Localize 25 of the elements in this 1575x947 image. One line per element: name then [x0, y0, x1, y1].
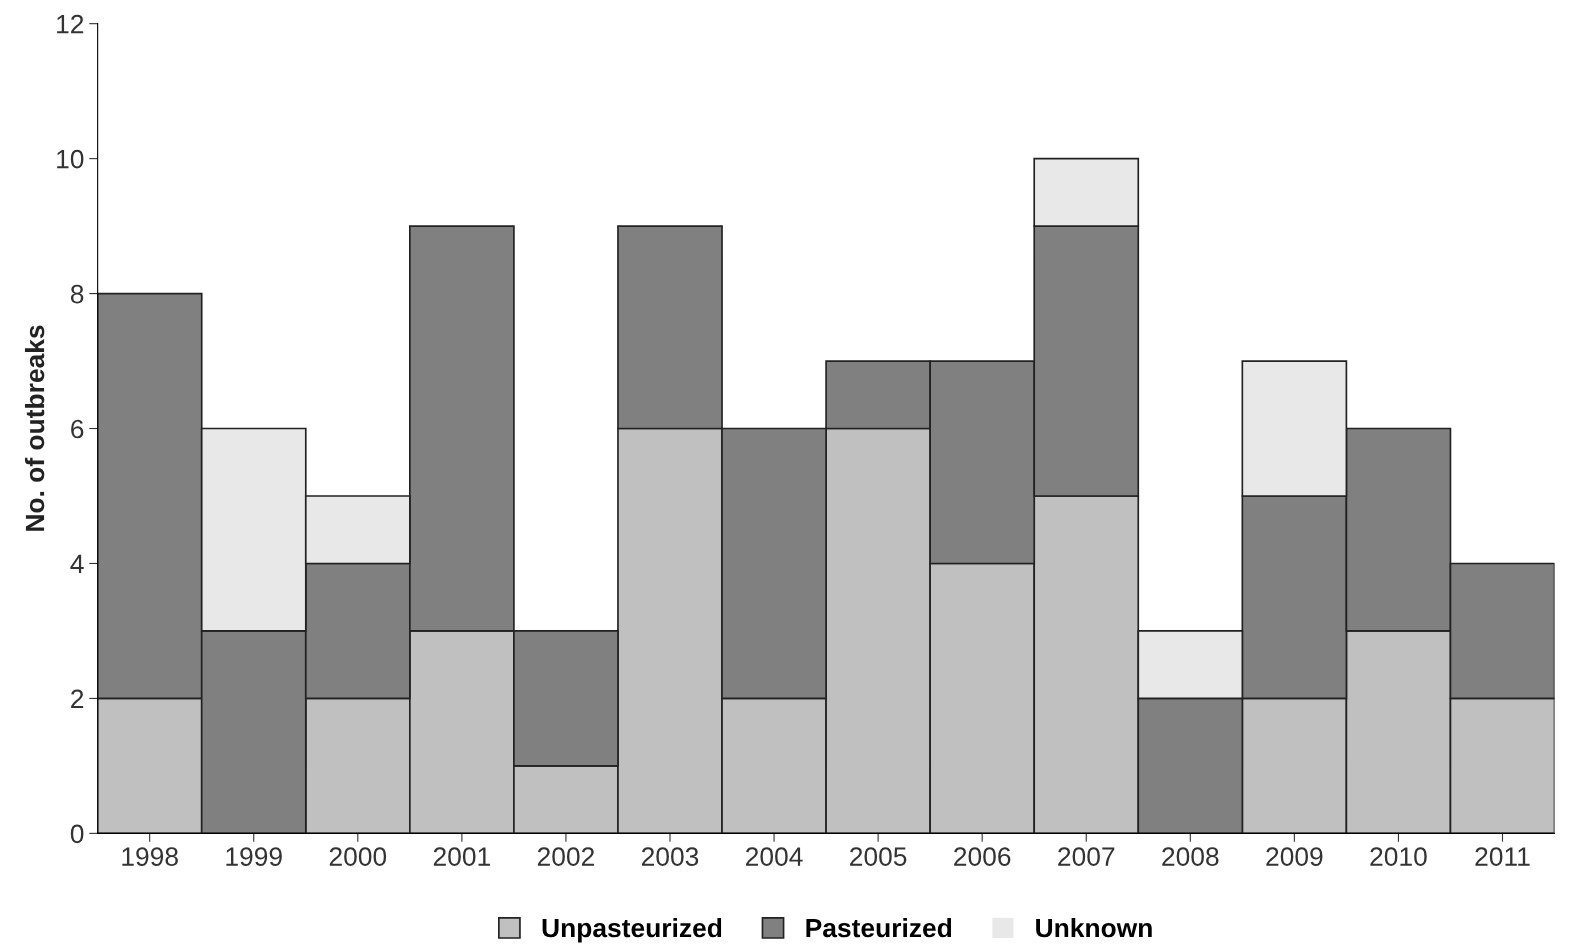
x-tick-label: 2011 [1475, 847, 1530, 866]
y-tick-label: 12 [57, 14, 84, 34]
x-tick-label: 2006 [954, 847, 1011, 866]
x-tick-label: 2000 [329, 847, 387, 866]
x-tick-label: 2007 [1058, 847, 1115, 866]
y-tick-label: 10 [57, 149, 84, 169]
x-tick-label: 1999 [226, 847, 282, 866]
x-tick-label: 2005 [850, 847, 907, 866]
legend-label: Unknown [1036, 917, 1152, 938]
x-tick-label: 2001 [433, 847, 490, 866]
x-tick-label: 1998 [122, 847, 178, 866]
y-tick-label: 2 [71, 689, 84, 708]
x-tick-label: 2009 [1266, 847, 1323, 866]
y-axis-title: No. of outbreaks [24, 325, 45, 531]
legend-label: Pasteurized [806, 917, 952, 938]
x-tick-label: 2002 [537, 847, 594, 866]
y-tick-label: 6 [71, 419, 84, 439]
y-tick-label: 0 [70, 824, 84, 844]
x-tick-label: 2003 [641, 847, 699, 866]
y-tick-label: 8 [70, 284, 84, 304]
legend-label: Unpasteurized [542, 917, 722, 943]
x-tick-label: 2010 [1370, 847, 1427, 866]
x-tick-label: 2004 [746, 847, 803, 866]
x-tick-label: 2008 [1162, 847, 1219, 866]
y-tick-label: 4 [70, 554, 84, 574]
